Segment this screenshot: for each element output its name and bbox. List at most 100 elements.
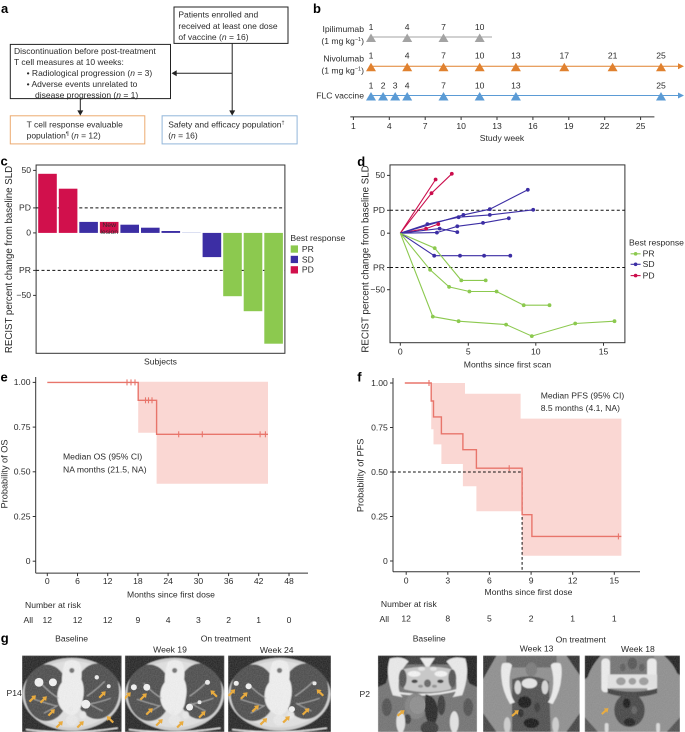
svg-text:PD: PD	[373, 205, 385, 215]
svg-text:Months since first dose: Months since first dose	[127, 590, 215, 600]
svg-text:10: 10	[475, 81, 485, 91]
svg-text:1: 1	[369, 22, 374, 32]
svg-text:0.50: 0.50	[371, 467, 388, 477]
svg-text:Median OS (95% CI): Median OS (95% CI)	[63, 451, 142, 461]
svg-text:0.25: 0.25	[14, 511, 31, 521]
svg-text:Nivolumab: Nivolumab	[323, 53, 364, 63]
svg-text:Patients enrolled and: Patients enrolled and	[178, 10, 258, 20]
svg-text:1: 1	[369, 51, 374, 61]
svg-text:population¶ (n = 12): population¶ (n = 12)	[27, 131, 101, 141]
svg-text:PR: PR	[302, 244, 314, 254]
svg-text:Best response: Best response	[290, 233, 345, 243]
svg-text:13: 13	[511, 81, 521, 91]
svg-text:12: 12	[103, 615, 113, 625]
svg-text:RECIST percent change from bas: RECIST percent change from baseline SLD	[360, 165, 371, 352]
svg-text:0: 0	[398, 347, 403, 357]
svg-text:10: 10	[475, 51, 485, 61]
svg-text:48: 48	[284, 576, 294, 586]
svg-text:42: 42	[254, 576, 264, 586]
svg-text:b: b	[313, 1, 321, 16]
svg-text:7: 7	[441, 51, 446, 61]
svg-text:SD: SD	[643, 259, 655, 269]
svg-text:12: 12	[103, 576, 113, 586]
svg-text:Number at risk: Number at risk	[25, 600, 82, 610]
svg-text:disease progression (n = 1): disease progression (n = 1)	[35, 90, 138, 100]
svg-text:7: 7	[441, 22, 446, 32]
svg-text:g: g	[1, 630, 9, 645]
svg-text:1.00: 1.00	[14, 377, 31, 387]
svg-text:lesion: lesion	[100, 229, 118, 236]
svg-text:25: 25	[656, 51, 666, 61]
svg-text:1: 1	[369, 81, 374, 91]
svg-text:21: 21	[608, 51, 618, 61]
svg-text:18: 18	[133, 576, 143, 586]
svg-text:Probability of OS: Probability of OS	[0, 440, 10, 509]
svg-text:0: 0	[383, 556, 388, 566]
svg-text:0.75: 0.75	[14, 422, 31, 432]
svg-text:(1 mg kg−1): (1 mg kg−1)	[321, 65, 364, 75]
svg-text:(1 mg kg−1): (1 mg kg−1)	[321, 36, 364, 46]
svg-text:8.5 months (4.1, NA): 8.5 months (4.1, NA)	[541, 403, 620, 413]
svg-text:15: 15	[599, 347, 609, 357]
svg-text:12: 12	[73, 615, 83, 625]
svg-text:15: 15	[610, 575, 620, 585]
svg-text:PD: PD	[302, 265, 314, 275]
svg-text:4: 4	[405, 22, 410, 32]
svg-text:a: a	[1, 1, 9, 16]
svg-text:P14: P14	[7, 688, 23, 698]
svg-text:1: 1	[351, 121, 356, 131]
svg-text:25: 25	[656, 81, 666, 91]
svg-text:5: 5	[466, 347, 471, 357]
svg-text:10: 10	[531, 347, 541, 357]
svg-text:25: 25	[636, 121, 646, 131]
svg-text:30: 30	[194, 576, 204, 586]
svg-text:22: 22	[600, 121, 610, 131]
svg-text:3: 3	[196, 615, 201, 625]
svg-text:0: 0	[404, 575, 409, 585]
svg-text:4: 4	[387, 121, 392, 131]
svg-text:PR: PR	[19, 265, 31, 275]
svg-text:5: 5	[487, 613, 492, 623]
svg-text:Best response: Best response	[629, 238, 684, 248]
svg-text:• Radiological progression (n: • Radiological progression (n = 3)	[27, 68, 153, 78]
svg-text:FLC vaccine: FLC vaccine	[316, 91, 364, 101]
svg-text:4: 4	[405, 51, 410, 61]
svg-text:13: 13	[511, 51, 521, 61]
svg-text:50: 50	[21, 165, 31, 175]
svg-text:All: All	[380, 614, 390, 624]
svg-text:1.00: 1.00	[371, 378, 388, 388]
svg-text:16: 16	[528, 121, 538, 131]
svg-text:3: 3	[445, 575, 450, 585]
svg-text:• Adverse events unrelated to: • Adverse events unrelated to	[27, 79, 138, 89]
svg-text:0: 0	[26, 556, 31, 566]
svg-text:6: 6	[75, 576, 80, 586]
svg-text:−50: −50	[370, 285, 385, 295]
svg-text:6: 6	[487, 575, 492, 585]
svg-text:Discontinuation before post-tr: Discontinuation before post-treatment	[14, 46, 156, 56]
svg-text:17: 17	[560, 51, 570, 61]
svg-text:RECIST percent change from bas: RECIST percent change from baseline SLD	[4, 166, 15, 353]
svg-text:10: 10	[456, 121, 466, 131]
svg-text:Probability of PFS: Probability of PFS	[355, 439, 365, 513]
svg-text:Months since first scan: Months since first scan	[464, 360, 552, 370]
svg-text:10: 10	[475, 22, 485, 32]
svg-text:T cell response evaluable: T cell response evaluable	[27, 119, 124, 129]
svg-text:Week 19: Week 19	[153, 644, 187, 654]
svg-text:4: 4	[166, 615, 171, 625]
svg-text:36: 36	[224, 576, 234, 586]
svg-text:1: 1	[256, 615, 261, 625]
svg-text:19: 19	[564, 121, 574, 131]
svg-text:PR: PR	[643, 249, 655, 259]
svg-text:of vaccine (n = 16): of vaccine (n = 16)	[178, 32, 248, 42]
svg-text:24: 24	[163, 576, 173, 586]
svg-text:Week 18: Week 18	[621, 644, 655, 654]
svg-text:On treatment: On treatment	[201, 634, 252, 644]
svg-text:1: 1	[612, 613, 617, 623]
svg-text:New: New	[102, 222, 116, 229]
svg-text:Months since first dose: Months since first dose	[485, 587, 573, 597]
svg-text:f: f	[357, 369, 362, 384]
svg-text:2: 2	[381, 81, 386, 91]
svg-text:7: 7	[423, 121, 428, 131]
svg-text:Safety and efficacy population: Safety and efficacy population†	[168, 119, 284, 129]
svg-text:SD: SD	[302, 254, 314, 264]
